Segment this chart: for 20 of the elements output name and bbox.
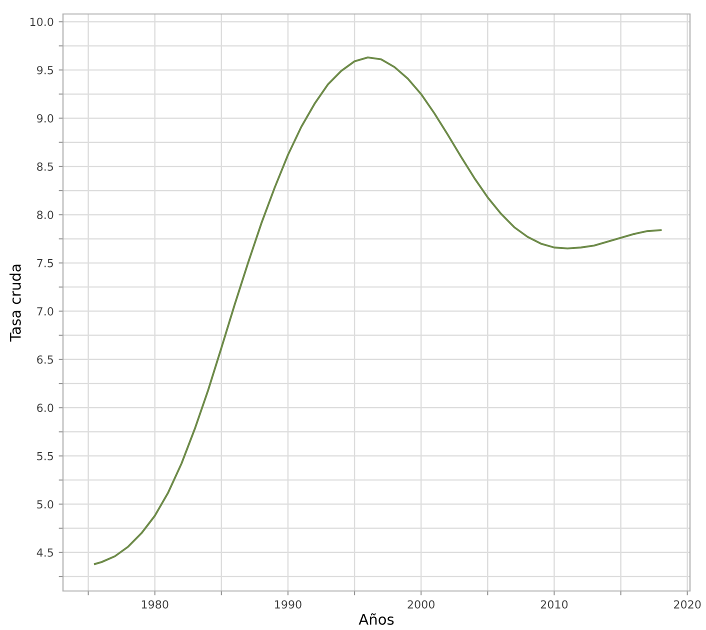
y-tick-label: 6.0 xyxy=(37,404,54,412)
x-tick-label: 2010 xyxy=(540,600,568,609)
x-axis-title: Años xyxy=(358,613,394,625)
y-tick-label: 10.0 xyxy=(30,18,54,26)
y-tick-label: 5.5 xyxy=(37,452,53,460)
line-series xyxy=(94,56,662,565)
x-tick-label: 2000 xyxy=(408,600,434,609)
y-tick-label: 8.5 xyxy=(37,162,53,171)
y-tick-label: 8.0 xyxy=(37,210,54,220)
y-axis-title: Tasa cruda xyxy=(10,264,21,342)
y-tick-label: 5.0 xyxy=(37,500,54,509)
y-tick-label: 9.5 xyxy=(37,66,53,74)
x-tick-label: 2020 xyxy=(674,600,701,609)
y-tick-label: 7.0 xyxy=(37,307,54,316)
y-tick-label: 4.5 xyxy=(36,548,53,557)
x-tick-label: 1990 xyxy=(275,600,302,609)
x-tick-label: 1980 xyxy=(142,600,168,609)
y-tick-label: 7.5 xyxy=(37,259,53,268)
y-tick-label: 9.0 xyxy=(37,114,54,123)
y-tick-label: 6.5 xyxy=(37,355,53,364)
